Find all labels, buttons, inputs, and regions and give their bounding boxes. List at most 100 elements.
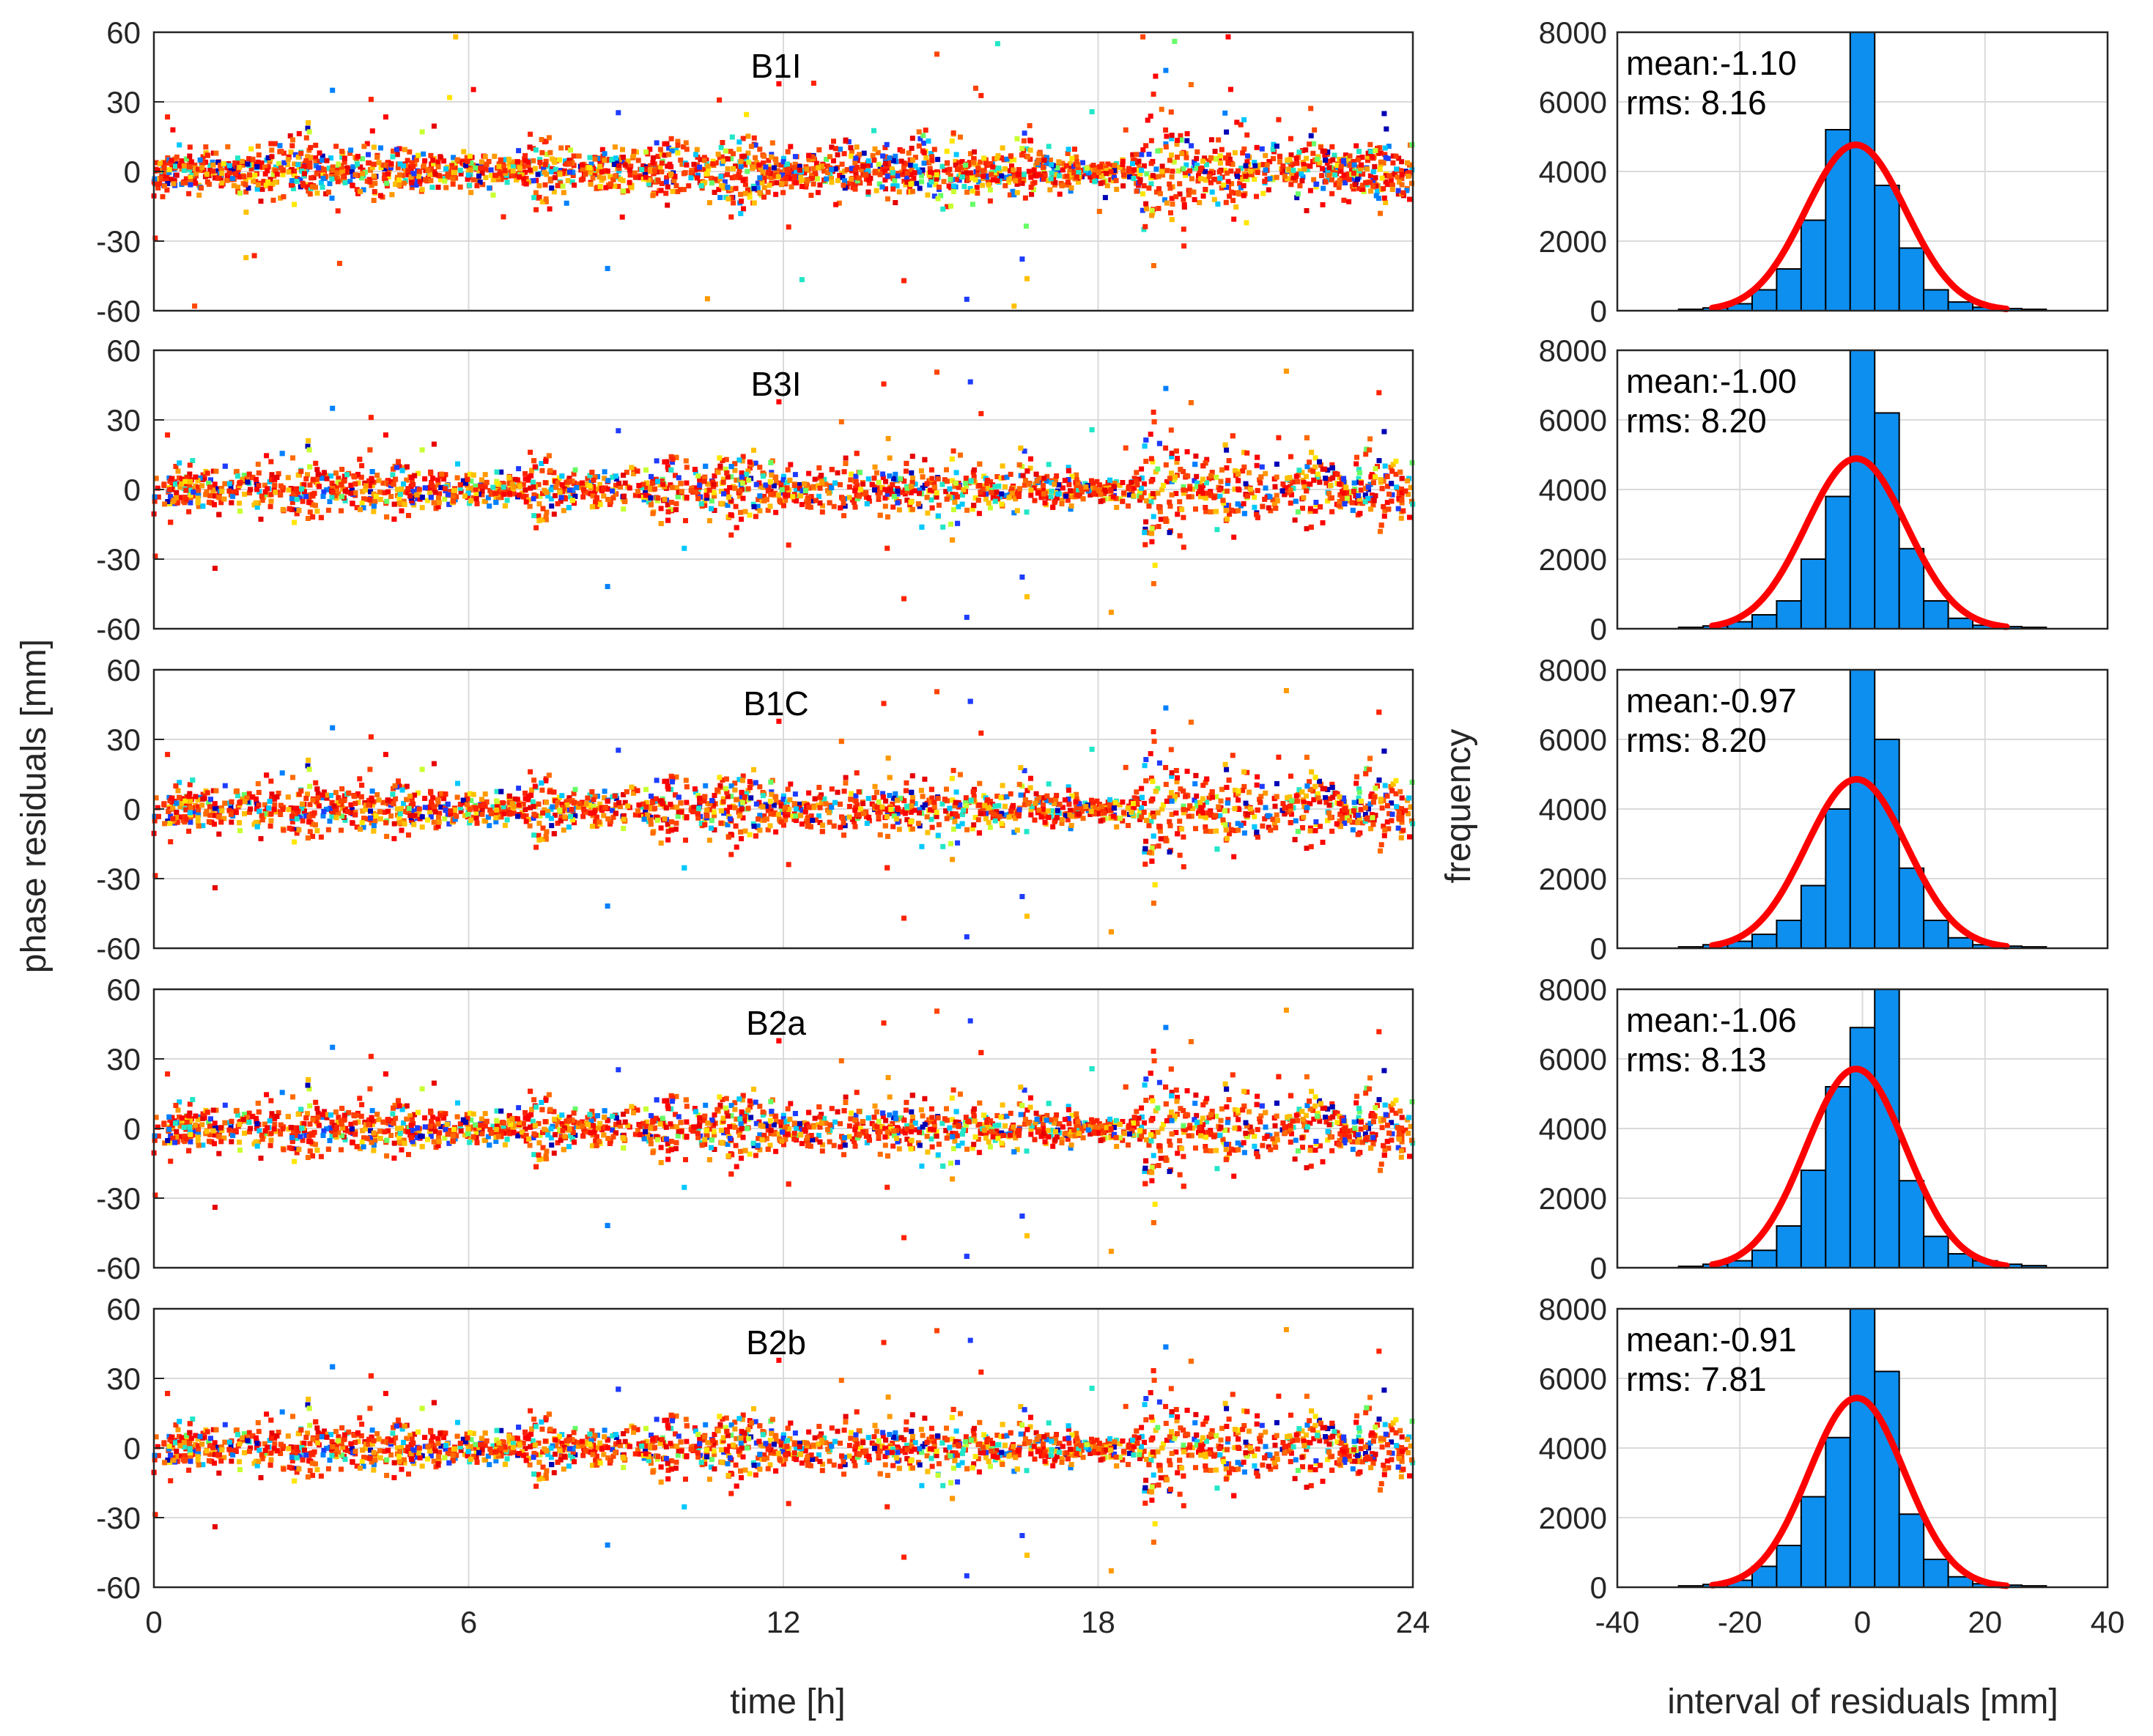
- residual-point: [1075, 166, 1081, 171]
- residual-point: [792, 161, 798, 167]
- residual-point: [1142, 443, 1148, 449]
- residual-point: [810, 498, 816, 503]
- residual-point: [402, 177, 408, 183]
- residual-point: [1370, 502, 1376, 508]
- residual-point: [1007, 168, 1013, 174]
- residual-point: [412, 473, 418, 479]
- residual-point: [1236, 508, 1241, 514]
- residual-point: [742, 182, 748, 188]
- residual-point: [964, 507, 970, 513]
- residual-point: [1377, 166, 1383, 172]
- residual-point: [928, 169, 933, 175]
- residual-point: [882, 169, 888, 174]
- residual-point: [956, 177, 962, 183]
- residual-point: [324, 158, 330, 163]
- residual-point: [952, 499, 958, 505]
- residual-point: [1028, 185, 1034, 191]
- residual-point: [775, 492, 781, 498]
- residual-point: [838, 481, 843, 487]
- residual-point: [1011, 157, 1017, 163]
- residual-point: [702, 180, 708, 185]
- residual-point: [766, 484, 772, 490]
- residual-point: [601, 175, 607, 181]
- residual-point: [1189, 494, 1194, 500]
- residual-point: [232, 489, 238, 495]
- residual-point: [1144, 171, 1150, 177]
- residual-point: [966, 177, 971, 182]
- residual-point: [1169, 217, 1175, 223]
- residual-point: [984, 478, 990, 483]
- residual-point: [190, 458, 196, 463]
- residual-point: [650, 511, 656, 517]
- residual-point: [265, 155, 271, 160]
- residual-point: [1049, 488, 1055, 494]
- residual-point: [1159, 169, 1165, 174]
- residual-point: [1381, 429, 1387, 435]
- residual-point: [1066, 468, 1071, 473]
- residual-point: [1011, 167, 1016, 173]
- residual-point: [612, 183, 618, 189]
- residual-point: [273, 141, 278, 147]
- residual-point: [1243, 481, 1249, 487]
- residual-point: [694, 147, 700, 152]
- residual-point: [919, 173, 925, 179]
- residual-point: [1052, 499, 1057, 505]
- residual-point: [494, 481, 500, 487]
- residual-point: [543, 196, 549, 202]
- residual-point: [718, 174, 724, 180]
- residual-point: [1167, 181, 1172, 187]
- residual-point: [659, 160, 665, 166]
- residual-point: [920, 167, 926, 173]
- residual-point: [1156, 505, 1162, 511]
- residual-point: [442, 178, 448, 184]
- residual-point: [1277, 153, 1282, 159]
- residual-point: [799, 502, 805, 507]
- residual-point: [934, 494, 939, 500]
- residual-point: [725, 171, 730, 177]
- residual-point: [1381, 111, 1387, 117]
- residual-point: [613, 491, 618, 497]
- residual-point: [587, 483, 593, 489]
- residual-point: [971, 156, 977, 162]
- residual-point: [536, 183, 542, 188]
- residual-point: [652, 486, 657, 492]
- residual-point: [1341, 479, 1347, 484]
- residual-point: [706, 200, 712, 206]
- residual-point: [745, 133, 751, 139]
- residual-point: [431, 123, 437, 129]
- residual-point: [1341, 487, 1347, 493]
- residual-point: [570, 169, 576, 175]
- residual-point: [464, 155, 470, 160]
- residual-point: [1317, 160, 1323, 166]
- residual-point: [1123, 445, 1129, 451]
- residual-point: [360, 489, 366, 495]
- residual-point: [1304, 163, 1310, 169]
- residual-point: [1027, 123, 1033, 128]
- residual-point: [947, 486, 953, 492]
- residual-point: [177, 495, 182, 501]
- residual-point: [882, 154, 888, 160]
- residual-point: [1191, 189, 1197, 195]
- residual-point: [654, 458, 660, 464]
- residual-point: [909, 506, 915, 512]
- residual-point: [1004, 474, 1010, 480]
- residual-point: [1224, 465, 1230, 470]
- residual-point: [453, 34, 459, 40]
- residual-point: [813, 172, 819, 178]
- residual-point: [361, 187, 366, 193]
- residual-point: [587, 169, 593, 175]
- residual-point: [1066, 147, 1071, 152]
- residual-point: [1187, 486, 1193, 492]
- residual-point: [417, 181, 423, 187]
- residual-point: [175, 468, 181, 474]
- residual-point: [1360, 186, 1366, 192]
- residual-point: [650, 155, 656, 160]
- residual-point: [853, 155, 859, 161]
- residual-point: [510, 164, 516, 170]
- residual-point: [1389, 182, 1395, 188]
- residual-point: [1156, 524, 1162, 529]
- residual-point: [521, 176, 527, 182]
- residual-point: [155, 494, 161, 500]
- residual-point: [383, 432, 388, 438]
- residual-point: [665, 202, 671, 208]
